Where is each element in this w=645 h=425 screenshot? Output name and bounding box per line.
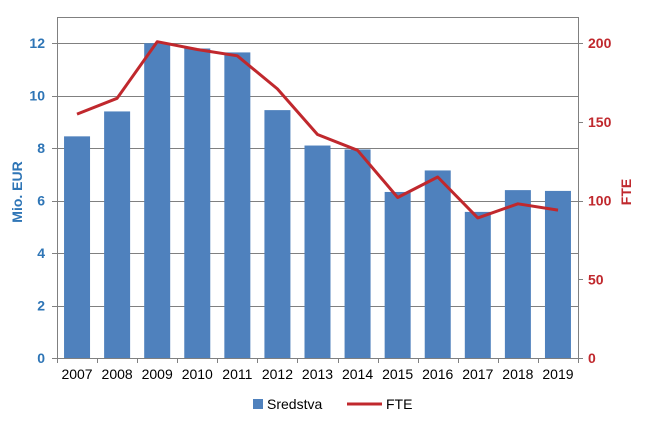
x-tick-label: 2014 — [342, 366, 373, 382]
bar — [384, 191, 411, 358]
bar — [144, 43, 171, 358]
left-tick-label: 12 — [29, 35, 45, 51]
left-tick-label: 8 — [37, 140, 45, 156]
left-axis-ticks: 0 2 4 6 8 10 12 — [29, 35, 45, 366]
left-tick-label: 2 — [37, 298, 45, 314]
line-series-fte — [76, 40, 559, 220]
x-tick-label: 2012 — [262, 366, 293, 382]
left-axis-title: Mio. EUR — [9, 161, 25, 222]
right-tick-label: 150 — [588, 114, 612, 130]
x-tick-label: 2018 — [502, 366, 533, 382]
x-tick-label: 2009 — [142, 366, 173, 382]
x-tick-label: 2011 — [222, 366, 252, 382]
right-tick-label: 50 — [588, 271, 604, 287]
bar — [464, 211, 491, 358]
bar-series-sredstva — [64, 43, 571, 359]
x-tick-label: 2015 — [382, 366, 413, 382]
bar — [224, 52, 251, 359]
left-tick-label: 4 — [37, 245, 45, 261]
right-axis-title: FTE — [618, 179, 634, 205]
legend-label-sredstva: Sredstva — [267, 396, 322, 412]
right-tick-label: 200 — [588, 35, 612, 51]
bar — [304, 145, 331, 358]
bar — [264, 110, 291, 358]
bar — [64, 136, 91, 358]
left-tick-label: 0 — [37, 350, 45, 366]
right-tick-label: 100 — [588, 193, 612, 209]
bar — [184, 48, 211, 358]
x-tick-label: 2007 — [61, 366, 92, 382]
bar — [104, 111, 131, 358]
right-tick-label: 0 — [588, 350, 596, 366]
x-tick-label: 2013 — [302, 366, 333, 382]
x-tick-label: 2010 — [182, 366, 213, 382]
x-tick-label: 2016 — [422, 366, 453, 382]
legend-swatch-sredstva — [253, 399, 263, 409]
left-tick-label: 6 — [37, 193, 45, 209]
legend: Sredstva FTE — [253, 396, 412, 412]
right-axis-ticks: 0 50 100 150 200 — [588, 35, 612, 366]
left-tick-label: 10 — [29, 88, 45, 104]
bar — [424, 170, 451, 358]
x-tick-label: 2017 — [462, 366, 493, 382]
bar — [344, 149, 371, 358]
axes — [52, 17, 583, 363]
bar — [504, 190, 531, 358]
bar — [544, 190, 571, 358]
x-axis-ticks: 2007 2008 2009 2010 2011 2012 2013 2014 2015 2016… — [61, 366, 573, 382]
legend-label-fte: FTE — [386, 396, 412, 412]
x-tick-label: 2019 — [542, 366, 573, 382]
x-tick-label: 2008 — [102, 366, 133, 382]
